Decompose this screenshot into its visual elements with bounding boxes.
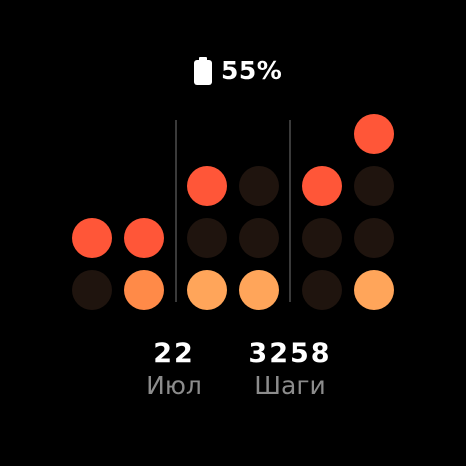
activity-dot bbox=[354, 270, 394, 310]
activity-dot bbox=[72, 218, 112, 258]
activity-dot bbox=[124, 270, 164, 310]
column-divider bbox=[175, 120, 177, 302]
activity-dot bbox=[302, 166, 342, 206]
activity-dot bbox=[239, 166, 279, 206]
date-stat: 22 Июл bbox=[134, 338, 214, 402]
battery-icon bbox=[194, 57, 212, 85]
activity-dot bbox=[354, 114, 394, 154]
steps-stat: 3258 Шаги bbox=[238, 338, 342, 402]
steps-value: 3258 bbox=[248, 338, 332, 369]
activity-dot bbox=[72, 270, 112, 310]
battery-status: 55% bbox=[193, 56, 282, 86]
activity-dot bbox=[302, 270, 342, 310]
activity-dot bbox=[187, 270, 227, 310]
column-divider bbox=[289, 120, 291, 302]
activity-dot bbox=[239, 270, 279, 310]
month-label: Июл bbox=[146, 371, 202, 400]
activity-dot bbox=[187, 166, 227, 206]
activity-dot bbox=[187, 218, 227, 258]
activity-dot bbox=[239, 218, 279, 258]
date-value: 22 bbox=[153, 338, 195, 369]
activity-dot bbox=[354, 218, 394, 258]
battery-percentage: 55% bbox=[221, 56, 283, 85]
steps-label: Шаги bbox=[254, 371, 326, 400]
activity-dot bbox=[302, 218, 342, 258]
activity-dot bbox=[124, 218, 164, 258]
activity-dot bbox=[354, 166, 394, 206]
